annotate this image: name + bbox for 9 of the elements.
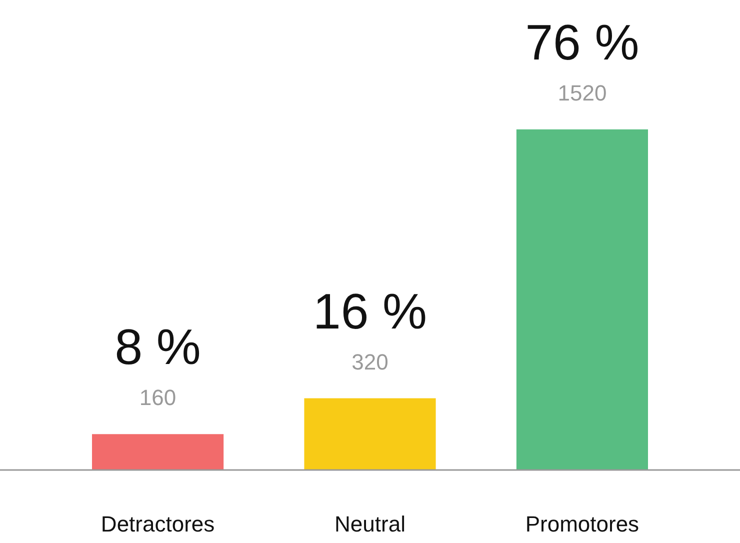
x-tick-label: Promotores	[525, 512, 640, 536]
x-tick-label: Detractores	[100, 512, 215, 536]
annotation: 160	[139, 385, 176, 410]
annotation: 1520	[558, 80, 607, 106]
data-label: 8 %	[114, 319, 201, 376]
x-tick-label: Neutral	[334, 512, 406, 536]
data-label: 16 %	[313, 283, 427, 340]
annotation: 320	[352, 349, 388, 374]
data-label: 76 %	[525, 14, 640, 70]
